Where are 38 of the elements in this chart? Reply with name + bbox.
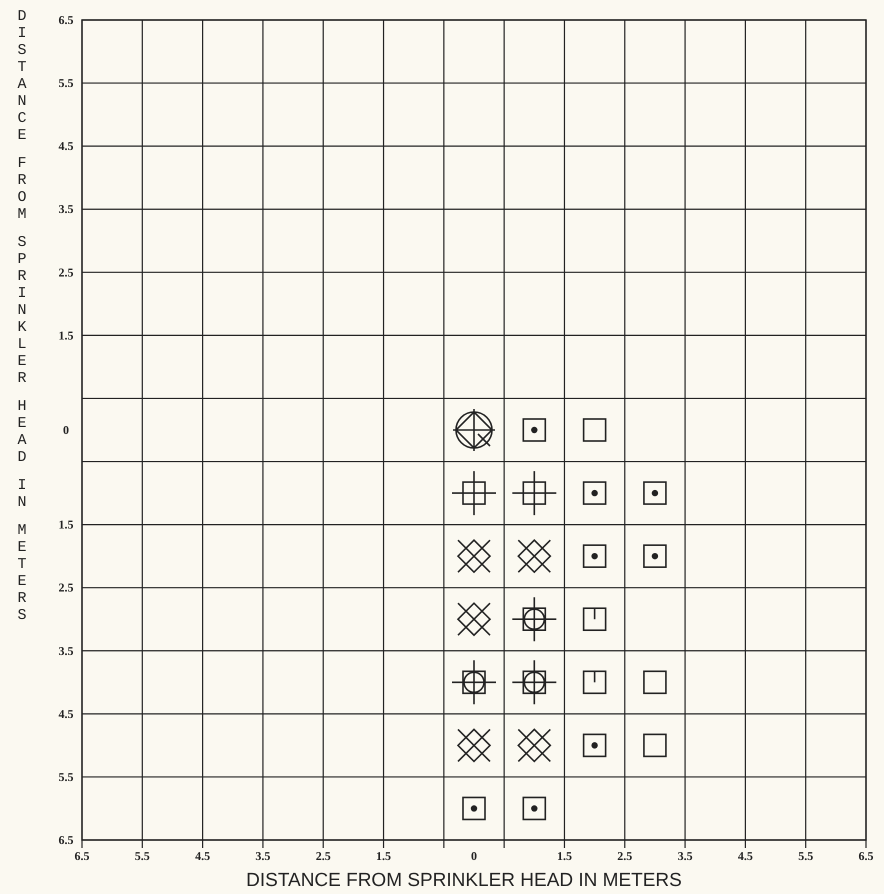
y-tick-label: 5.5 xyxy=(58,770,74,784)
point xyxy=(462,481,486,505)
x-tick-label: 5.5 xyxy=(134,849,150,863)
x-tick-label: 0 xyxy=(471,849,477,863)
y-tick-label: 2.5 xyxy=(58,580,74,595)
y-tick-label: 3.5 xyxy=(58,644,74,658)
y-tick-label: 1.5 xyxy=(58,518,74,532)
point xyxy=(522,481,546,505)
text: DISTANCE FROM SPRINKLER HEAD IN METERS xyxy=(17,8,27,624)
x-axis-title: DISTANCE FROM SPRINKLER HEAD IN METERS xyxy=(246,870,682,891)
point xyxy=(643,670,667,694)
x-tick-label: 4.5 xyxy=(738,849,753,863)
point xyxy=(582,607,606,632)
x-tick-label: 4.5 xyxy=(195,849,210,863)
point xyxy=(582,418,606,442)
x-tick-label: 1.5 xyxy=(556,849,572,863)
point xyxy=(582,670,606,694)
y-tick-label: 4.5 xyxy=(58,139,74,154)
x-tick-label: 6.5 xyxy=(74,849,90,863)
y-tick-label: 6.5 xyxy=(58,833,74,847)
x-tick-label: 3.5 xyxy=(255,849,270,863)
y-tick-label: 2.5 xyxy=(58,265,74,280)
y-tick-label: 4.5 xyxy=(58,706,74,721)
x-tick-label: 3.5 xyxy=(678,849,693,863)
y-tick-label: 3.5 xyxy=(58,202,74,216)
point xyxy=(522,670,546,694)
y-tick-label: 0 xyxy=(63,423,69,437)
x-tick-label: 1.5 xyxy=(376,849,392,863)
point xyxy=(522,607,546,632)
x-tick-label: 2.5 xyxy=(316,849,331,863)
y-tick-label: 5.5 xyxy=(58,76,74,90)
x-tick-label: 2.5 xyxy=(617,849,632,863)
y-tick-label: 6.5 xyxy=(58,13,74,27)
point xyxy=(643,734,667,758)
x-tick-label: 6.5 xyxy=(858,849,874,863)
y-tick-label: 1.5 xyxy=(58,328,74,342)
x-tick-label: 5.5 xyxy=(798,849,814,863)
point xyxy=(462,670,486,694)
